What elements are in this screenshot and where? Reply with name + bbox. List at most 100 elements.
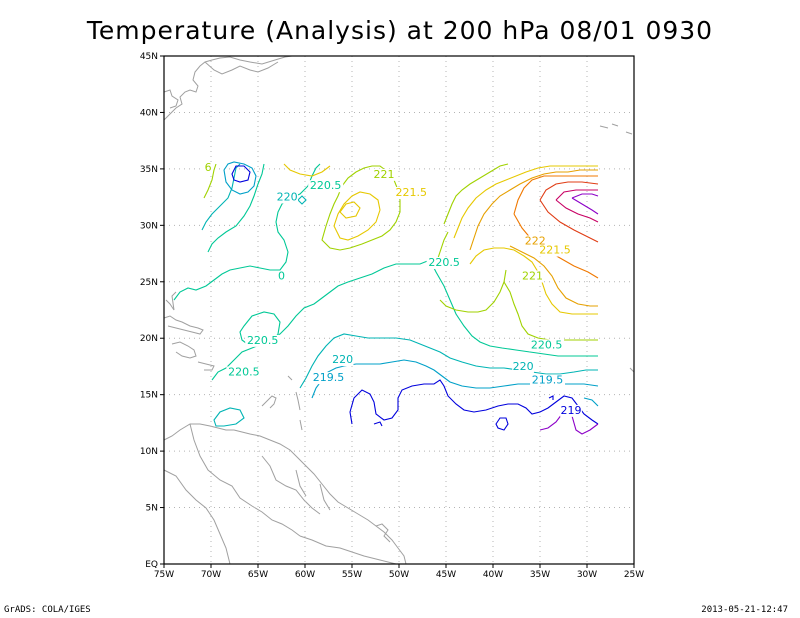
contour-2215-cell <box>339 201 361 219</box>
contour-label-bg <box>512 360 534 373</box>
coast-azores <box>599 123 633 135</box>
coast-south-america <box>163 423 407 565</box>
lon-tick-label: 50W <box>389 570 409 580</box>
contour-warm-4 <box>571 193 599 215</box>
lat-tick-label: 20N <box>140 334 158 344</box>
contour-2205-north <box>173 163 321 301</box>
contour-2195-nw <box>223 161 257 195</box>
coast-cuba <box>163 315 204 335</box>
lat-tick-label: 25N <box>140 278 158 288</box>
contour-222-south <box>509 245 598 307</box>
contour-label: 222 <box>525 235 546 248</box>
lat-tick-label: 35N <box>140 165 158 175</box>
border-colombia <box>163 469 231 565</box>
contour-label-bg <box>308 180 344 193</box>
lat-tick-label: 15N <box>140 391 158 401</box>
map-frame <box>163 55 635 565</box>
contour-221-east <box>443 163 509 225</box>
contour-label: 220.5 <box>428 256 460 269</box>
contour-label: 219.5 <box>313 371 345 384</box>
lat-tick-label: 30N <box>140 221 158 231</box>
contour-2205 <box>211 259 431 381</box>
coast-hispaniola <box>171 341 197 359</box>
contour-warm-2 <box>539 181 599 243</box>
lon-tick-label: 45W <box>436 570 456 580</box>
map-title: Temperature (Analysis) at 200 hPa 08/01 … <box>86 16 714 45</box>
contour-label-bg <box>245 334 281 347</box>
contour-label-bg <box>529 339 565 352</box>
contour-warm-3 <box>555 189 599 223</box>
contour-2215-east <box>453 165 598 239</box>
contour-label: 220.5 <box>247 334 279 347</box>
contour-label-bg <box>524 235 547 248</box>
contour-label-bg <box>560 404 582 417</box>
coast-new-england <box>163 55 293 121</box>
contour-2205-west <box>207 163 265 253</box>
lon-tick-label: 70W <box>201 570 221 580</box>
contour-warm-1 <box>513 175 598 215</box>
coast-puerto-rico <box>197 361 215 371</box>
contour-label-bg <box>277 270 286 283</box>
contour-220 <box>299 333 598 389</box>
lat-tick-label: 10N <box>140 447 158 457</box>
coastlines <box>163 55 635 565</box>
contour-219-small <box>373 421 383 427</box>
contour-label: 220.5 <box>310 179 342 192</box>
contour-label-bg <box>426 256 462 269</box>
contour-label: 221 <box>522 270 543 283</box>
contour-label-bg <box>530 374 566 387</box>
contour-label: 219.5 <box>532 373 564 386</box>
contour-label-bg <box>311 372 346 385</box>
lon-tick-label: 55W <box>342 570 362 580</box>
lon-tick-label: 25W <box>624 570 644 580</box>
footer-credit: GrADS: COLA/IGES <box>4 605 91 615</box>
lat-tick-label: 45N <box>140 52 158 62</box>
contour-label-bg <box>331 354 354 367</box>
contour-label: 220.5 <box>228 365 260 378</box>
lon-tick-label: 65W <box>248 570 268 580</box>
contour-label-bg <box>521 270 544 283</box>
contour-2215-north <box>283 163 331 177</box>
contour-222 <box>469 169 598 251</box>
border-brazil <box>299 535 397 565</box>
contour-label: 0 <box>278 270 285 283</box>
footer-timestamp: 2013-05-21-12:47 <box>701 605 788 615</box>
coast-africa-west <box>629 367 635 373</box>
border-venezuela <box>189 423 301 537</box>
contour-label: 220 <box>332 353 353 366</box>
contour-label: 220 <box>277 190 298 203</box>
contour-label-bg <box>393 186 429 199</box>
contour-2205-east <box>429 259 598 357</box>
contour-219-nw <box>231 165 251 183</box>
contour-label-bg <box>226 366 262 379</box>
contour-2215-south <box>469 247 598 315</box>
lon-tick-label: 30W <box>577 570 597 580</box>
contour-219-cell <box>495 417 509 431</box>
contour-220-cell <box>213 407 245 427</box>
contour-221-se <box>503 281 598 341</box>
contour-labels: 220.5220221221.56220.50222221.5221220.52… <box>203 161 582 417</box>
coast-east-us <box>163 89 179 109</box>
contour-2195-b <box>583 397 599 407</box>
contour-label-bg <box>276 191 299 204</box>
contour-label-bg <box>373 168 395 181</box>
contour-label: 221.5 <box>539 244 571 257</box>
contour-label: 219 <box>561 404 582 417</box>
coast-lesser-antilles <box>261 375 303 431</box>
contour-219 <box>349 379 599 425</box>
contour-2215 <box>333 191 381 241</box>
contour-221-nw <box>203 163 217 199</box>
contour-220-cell2 <box>297 195 307 205</box>
border-guyana <box>261 455 321 515</box>
lat-tick-label: 5N <box>146 504 158 514</box>
contour-label: 221 <box>373 168 394 181</box>
lon-tick-label: 75W <box>154 570 174 580</box>
lon-tick-label: 60W <box>295 570 315 580</box>
contour-label-bg <box>203 162 213 175</box>
coast-amazon-delta <box>375 523 391 543</box>
axis-ticks: 75W 70W 65W 60W 55W 50W 45W 40W 35W 30W 25W EQ 5N 10N… <box>140 52 644 580</box>
contour-label: 6 <box>205 161 212 174</box>
contour-label: 220 <box>513 360 534 373</box>
temperature-contours <box>173 161 599 435</box>
